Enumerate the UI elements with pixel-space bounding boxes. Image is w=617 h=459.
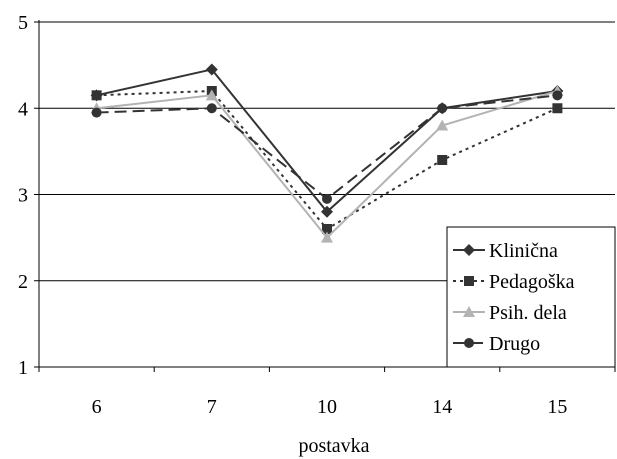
- y-tick-label-4: 4: [18, 98, 28, 120]
- x-tick-label-7: 7: [207, 396, 217, 418]
- series-group: [91, 63, 564, 242]
- series-drugo-point-15: [552, 90, 562, 100]
- x-tick-label-10: 10: [317, 396, 337, 418]
- x-tick-labels: 6 7 10 14 15: [92, 396, 568, 418]
- legend-item-pedago-ka-label: Pedagoška: [489, 271, 575, 293]
- legend-item-drugo-marker: [464, 338, 474, 348]
- series-pedago-ka-point-14: [437, 155, 447, 165]
- y-tick-labels: 1 2 3 4 5: [18, 12, 28, 379]
- x-axis-label: postavka: [298, 435, 369, 457]
- y-tick-label-5: 5: [18, 12, 28, 34]
- series-pedago-ka-point-6: [92, 90, 102, 100]
- series-drugo: [92, 90, 563, 204]
- legend-item-pedago-ka-marker: [464, 276, 474, 286]
- y-tick-label-1: 1: [18, 357, 28, 379]
- series-drugo-point-6: [92, 108, 102, 118]
- series-drugo-point-10: [322, 194, 332, 204]
- series-drugo-point-14: [437, 103, 447, 113]
- series-pedago-ka-point-15: [552, 103, 562, 113]
- legend: Klinična Pedagoška Psih. dela Drugo: [447, 227, 615, 367]
- legend-item-klini-na-label: Klinična: [489, 240, 558, 262]
- legend-item-drugo-label: Drugo: [489, 333, 540, 355]
- series-klini-na-line: [97, 69, 558, 211]
- x-tick-label-14: 14: [432, 396, 452, 418]
- y-tick-label-3: 3: [18, 185, 28, 207]
- series-drugo-point-7: [207, 103, 217, 113]
- x-tick-label-6: 6: [92, 396, 102, 418]
- legend-item-psih-dela-label: Psih. dela: [489, 302, 567, 324]
- x-tick-label-15: 15: [547, 396, 567, 418]
- y-tick-label-2: 2: [18, 271, 28, 293]
